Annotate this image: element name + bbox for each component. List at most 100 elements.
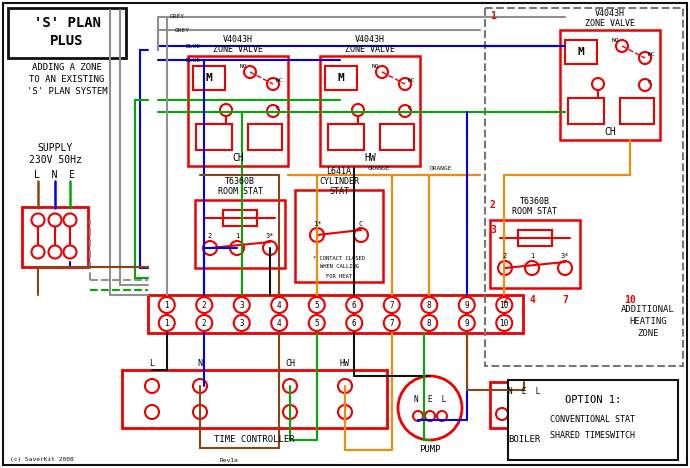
Text: 10: 10 <box>624 295 636 305</box>
Text: CH: CH <box>232 153 244 163</box>
Text: 2: 2 <box>202 319 206 328</box>
Text: 6: 6 <box>352 319 357 328</box>
Text: STAT: STAT <box>329 188 349 197</box>
Text: BLUE: BLUE <box>185 44 200 49</box>
Circle shape <box>425 411 435 421</box>
Text: 6: 6 <box>352 300 357 309</box>
Circle shape <box>338 379 352 393</box>
Circle shape <box>338 405 352 419</box>
Text: 3: 3 <box>239 300 244 309</box>
Circle shape <box>196 297 213 313</box>
Bar <box>22 207 88 267</box>
Text: CYLINDER: CYLINDER <box>319 177 359 187</box>
Circle shape <box>32 213 44 227</box>
Text: 'S' PLAN: 'S' PLAN <box>34 16 101 30</box>
Bar <box>188 56 288 166</box>
Text: 2: 2 <box>503 253 507 259</box>
Text: CONVENTIONAL STAT: CONVENTIONAL STAT <box>551 416 635 424</box>
Bar <box>248 124 282 150</box>
Circle shape <box>540 408 552 420</box>
Bar <box>195 200 285 268</box>
Circle shape <box>63 246 77 258</box>
Circle shape <box>63 213 77 227</box>
Bar <box>490 382 558 428</box>
Text: 2: 2 <box>208 233 212 239</box>
Text: 4: 4 <box>277 319 282 328</box>
Text: BLUE: BLUE <box>185 58 200 63</box>
Circle shape <box>159 297 175 313</box>
Text: 9: 9 <box>464 319 469 328</box>
Circle shape <box>496 408 508 420</box>
Text: N  E  L: N E L <box>508 388 540 396</box>
Text: 2: 2 <box>202 300 206 309</box>
Circle shape <box>271 297 287 313</box>
Text: M: M <box>337 73 344 83</box>
Bar <box>485 8 683 366</box>
Text: C: C <box>648 80 652 86</box>
Circle shape <box>354 228 368 242</box>
Text: 1: 1 <box>164 300 169 309</box>
Text: HW: HW <box>364 153 376 163</box>
Bar <box>295 190 383 282</box>
Circle shape <box>616 40 628 52</box>
Circle shape <box>518 408 530 420</box>
Text: ROOM STAT: ROOM STAT <box>513 207 558 217</box>
Text: ZONE VALVE: ZONE VALVE <box>345 44 395 53</box>
Circle shape <box>437 411 447 421</box>
Text: 8: 8 <box>427 319 431 328</box>
Circle shape <box>48 246 61 258</box>
Text: ZONE VALVE: ZONE VALVE <box>585 19 635 28</box>
Text: ADDING A ZONE: ADDING A ZONE <box>32 64 102 73</box>
Text: 10: 10 <box>500 319 509 328</box>
Circle shape <box>145 405 159 419</box>
Text: GREY: GREY <box>175 28 190 32</box>
Bar <box>8 8 126 58</box>
Text: * CONTACT CLOSED: * CONTACT CLOSED <box>313 256 365 261</box>
Circle shape <box>234 297 250 313</box>
Text: 3*: 3* <box>561 253 569 259</box>
Text: NC: NC <box>408 79 415 83</box>
Bar <box>122 370 387 428</box>
Text: C: C <box>359 221 363 227</box>
Circle shape <box>413 411 423 421</box>
Circle shape <box>459 297 475 313</box>
Text: L: L <box>150 359 155 368</box>
Circle shape <box>346 297 362 313</box>
Bar <box>325 66 357 90</box>
Circle shape <box>459 315 475 331</box>
Circle shape <box>267 78 279 90</box>
Text: V4043H: V4043H <box>223 35 253 44</box>
Circle shape <box>376 66 388 78</box>
Circle shape <box>399 105 411 117</box>
Bar <box>148 295 523 333</box>
Bar <box>565 40 597 64</box>
Text: 2: 2 <box>502 295 508 305</box>
Text: SHARED TIMESWITCH: SHARED TIMESWITCH <box>551 431 635 439</box>
Text: NO: NO <box>371 64 379 68</box>
Text: PUMP: PUMP <box>420 446 441 454</box>
Circle shape <box>498 261 512 275</box>
Circle shape <box>422 315 437 331</box>
Text: N: N <box>197 359 202 368</box>
Text: TIME CONTROLLER: TIME CONTROLLER <box>214 436 295 445</box>
Circle shape <box>639 52 651 64</box>
Text: 7: 7 <box>389 319 394 328</box>
Bar <box>196 124 232 150</box>
Circle shape <box>234 315 250 331</box>
Text: HW: HW <box>340 359 350 368</box>
Text: 230V 50Hz: 230V 50Hz <box>28 155 81 165</box>
Text: N  E  L: N E L <box>414 395 446 404</box>
Text: TO AN EXISTING: TO AN EXISTING <box>30 75 105 85</box>
Text: 1: 1 <box>490 11 496 21</box>
Bar <box>193 66 225 90</box>
Text: 8: 8 <box>427 300 431 309</box>
Bar <box>490 220 580 288</box>
Circle shape <box>145 379 159 393</box>
Text: M: M <box>578 47 584 57</box>
Text: CH: CH <box>604 127 616 137</box>
Circle shape <box>496 315 512 331</box>
Text: 1: 1 <box>235 233 239 239</box>
Text: 4: 4 <box>529 295 535 305</box>
Text: HEATING: HEATING <box>629 317 667 327</box>
Bar <box>223 210 257 226</box>
